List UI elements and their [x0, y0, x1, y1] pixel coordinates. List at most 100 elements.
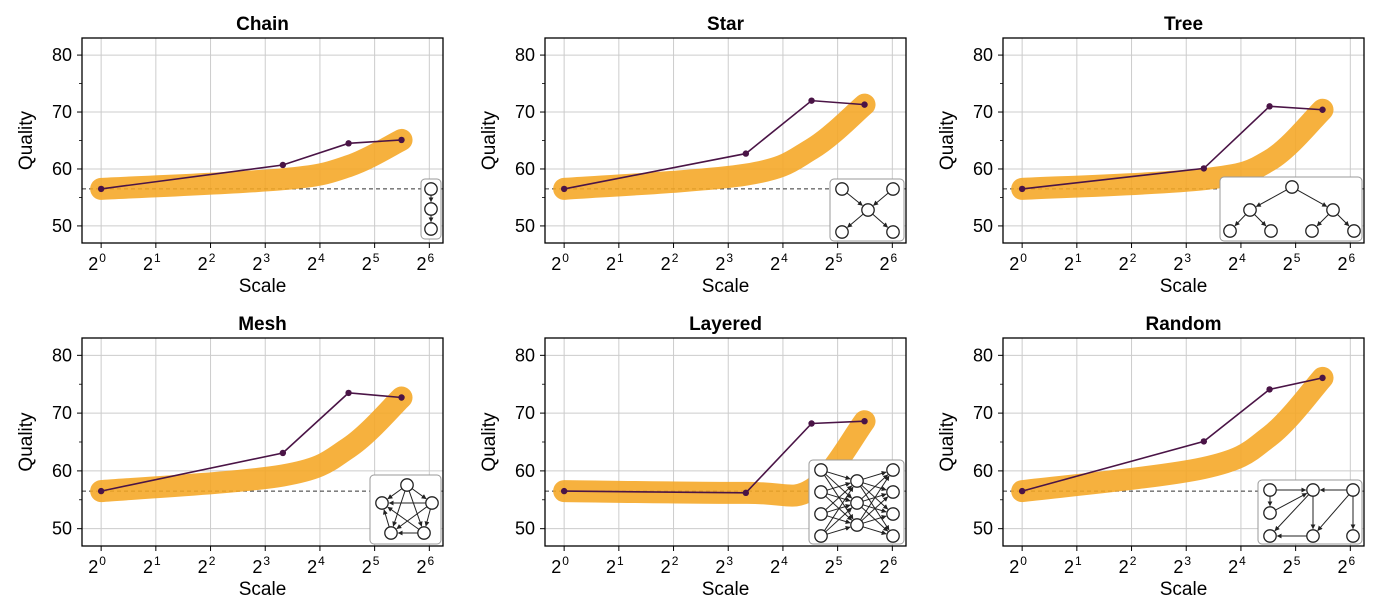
data-point [861, 101, 868, 108]
data-point [279, 449, 287, 457]
graph-node [886, 485, 900, 499]
y-tick-label: 70 [515, 102, 535, 122]
y-axis-label: Quality [16, 412, 37, 472]
y-tick-label: 60 [973, 461, 993, 481]
x-tick-label: 26 [416, 251, 434, 274]
graph-node [1306, 529, 1320, 543]
trend-band [1011, 98, 1334, 200]
data-point [345, 389, 352, 397]
graph-edge [862, 526, 887, 535]
graph-edge [862, 471, 887, 480]
y-tick-label: 80 [515, 45, 535, 65]
graph-node [424, 182, 438, 196]
graph-edge [873, 192, 889, 206]
x-tick-label: 20 [1009, 251, 1027, 274]
panel-title: Chain [236, 14, 289, 35]
graph-edge [424, 508, 431, 527]
x-tick-label: 24 [1228, 251, 1246, 274]
x-axis-label: Scale [702, 276, 750, 297]
graph-node [835, 182, 849, 196]
x-tick-label: 26 [1337, 554, 1355, 577]
x-tick-label: 26 [879, 554, 897, 577]
y-tick-label: 60 [973, 159, 993, 179]
x-tick-label: 25 [362, 554, 380, 577]
x-tick-label: 25 [1283, 554, 1301, 577]
graph-edge [387, 506, 420, 530]
trend-band [90, 128, 413, 200]
trend-band [553, 93, 876, 200]
data-point [1266, 386, 1273, 393]
x-tick-label: 23 [1173, 251, 1191, 274]
graph-edge [872, 213, 888, 228]
panel-mesh: 50 60 70 80 20 21 22 23 24 25 26 Mesh Scale Quality [16, 314, 444, 600]
graph-edge [382, 509, 390, 528]
x-tick-label: 22 [1119, 554, 1137, 577]
panel-tree: 50 60 70 80 20 21 22 23 24 25 26 Tree Scale Quality [937, 14, 1365, 297]
graph-edge [859, 475, 890, 521]
y-tick-label: 60 [52, 159, 72, 179]
graph-node [1285, 180, 1299, 194]
topology-inset-chain [420, 178, 442, 240]
graph-node [1264, 224, 1278, 238]
data-point [742, 150, 750, 157]
graph-edge [387, 488, 403, 500]
x-tick-label: 26 [879, 251, 897, 274]
x-axis-label: Scale [1160, 579, 1208, 600]
y-tick-label: 50 [515, 216, 535, 236]
panel-title: Layered [689, 314, 762, 335]
graph-node [1347, 224, 1361, 238]
x-axis-label: Scale [239, 579, 287, 600]
x-tick-label: 25 [362, 251, 380, 274]
graph-edge [1274, 494, 1310, 532]
x-tick-label: 21 [606, 251, 624, 274]
y-tick-label: 70 [52, 403, 72, 423]
inset-frame [1257, 479, 1363, 545]
y-axis-label: Quality [937, 412, 958, 472]
y-axis-label: Quality [479, 110, 500, 170]
x-tick-label: 26 [416, 554, 434, 577]
x-tick-label: 22 [198, 554, 216, 577]
graph-edge [396, 506, 428, 530]
x-tick-label: 21 [143, 251, 161, 274]
x-axis-label: Scale [1160, 276, 1208, 297]
y-tick-label: 80 [973, 45, 993, 65]
graph-node [1263, 506, 1277, 520]
y-axis-label: Quality [479, 412, 500, 472]
y-tick-label: 70 [973, 403, 993, 423]
x-tick-label: 20 [551, 251, 569, 274]
data-point [808, 97, 815, 104]
graph-node [886, 182, 900, 196]
graph-node [814, 529, 828, 543]
graph-edge [1234, 214, 1247, 227]
series-line [100, 392, 402, 492]
panel-layered: 50 60 70 80 20 21 22 23 24 25 26 Layered Scale Qualit… [479, 314, 907, 600]
graph-edge [1254, 214, 1267, 227]
data-point [1018, 185, 1026, 193]
y-tick-label: 70 [515, 403, 535, 423]
y-tick-label: 80 [52, 45, 72, 65]
y-tick-label: 50 [973, 519, 993, 539]
series-line [564, 420, 865, 494]
series-line [1021, 377, 1323, 492]
series-line [101, 139, 402, 190]
data-point [1319, 106, 1326, 113]
graph-edge [408, 490, 423, 527]
data-point [97, 487, 105, 495]
x-tick-label: 24 [1228, 554, 1246, 577]
y-tick-label: 50 [52, 216, 72, 236]
x-tick-label: 20 [88, 251, 106, 274]
y-tick-label: 80 [973, 345, 993, 365]
x-tick-label: 25 [1283, 251, 1301, 274]
graph-edge [1255, 189, 1287, 207]
graph-node [1346, 529, 1360, 543]
data-point [1319, 374, 1326, 382]
panel-title: Random [1146, 314, 1222, 335]
x-tick-label: 20 [88, 554, 106, 577]
data-point [345, 140, 352, 147]
data-point [279, 161, 287, 169]
graph-edge [1275, 492, 1308, 511]
y-tick-label: 50 [973, 216, 993, 236]
panel-star: 50 60 70 80 20 21 22 23 24 25 26 Star Scale Quality [479, 14, 907, 297]
topology-inset-layered [808, 459, 905, 545]
x-tick-label: 24 [307, 251, 325, 274]
